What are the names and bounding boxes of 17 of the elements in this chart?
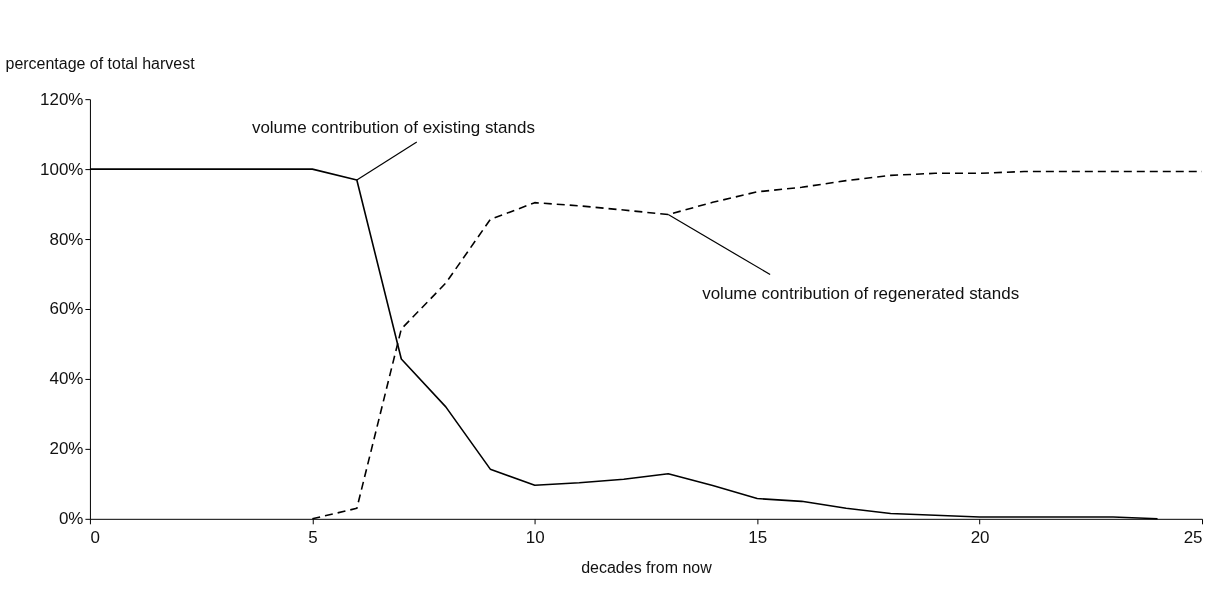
annotation: volume contribution of regenerated stands [702,284,1020,304]
y-tick-label: 120% [40,89,84,109]
x-tick-label: 0 [90,528,100,548]
x-tick-label: 10 [525,528,545,548]
y-tick-label: 80% [49,229,84,249]
y-tick-label: 0% [58,509,84,529]
x-axis-title: decades from now [581,559,713,577]
annotation: volume contribution of existing stands [251,117,535,137]
y-tick-label: 100% [40,159,84,179]
y-tick-label: 40% [49,369,84,389]
x-tick-label: 15 [748,528,768,548]
x-tick-label: 25 [1183,528,1203,548]
y-tick-label: 60% [49,299,84,319]
x-tick-label: 20 [970,528,990,548]
x-tick-label: 5 [308,528,318,548]
y-axis-title: percentage of total harvest [5,54,196,72]
y-tick-label: 20% [49,439,84,459]
